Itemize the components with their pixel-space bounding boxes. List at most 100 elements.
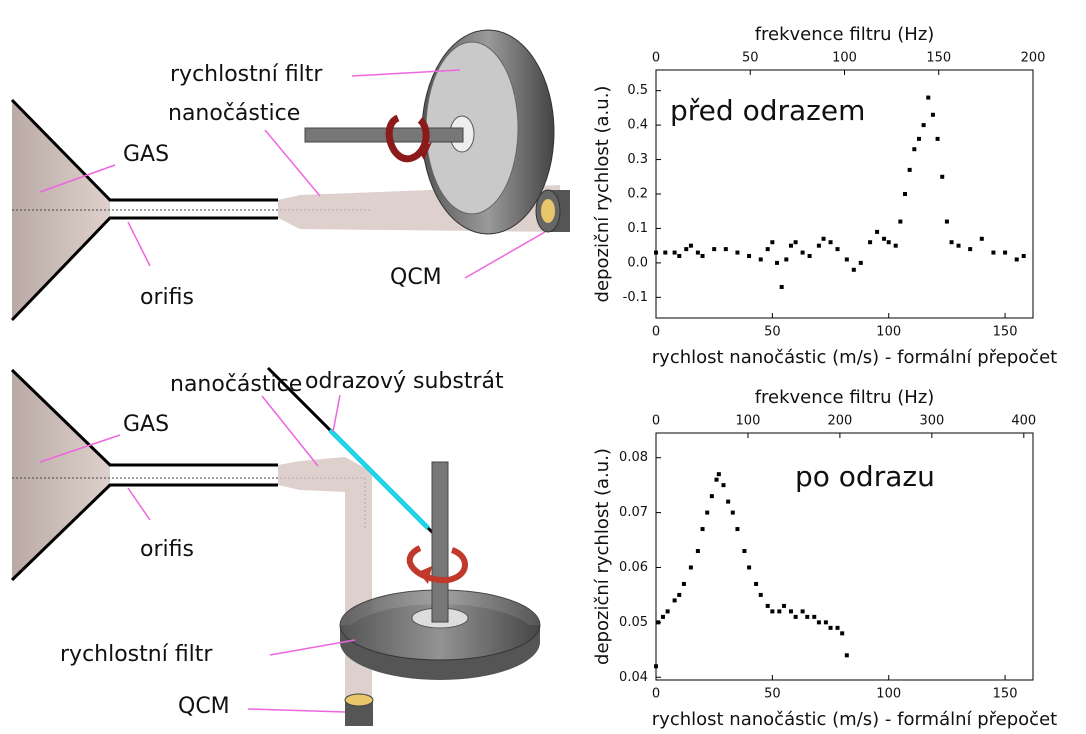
point [816, 243, 821, 248]
point [770, 240, 775, 245]
point [840, 631, 845, 636]
y-tick-label: -0.1 [623, 290, 648, 305]
point [665, 609, 670, 614]
x-tick-label: 0 [652, 325, 660, 340]
point [944, 219, 949, 224]
label: orifis [140, 285, 194, 310]
point [742, 549, 747, 554]
point [979, 236, 984, 241]
y-tick-label: 0.0 [627, 255, 648, 270]
point [816, 620, 821, 625]
x-tick-label: 0 [652, 687, 660, 702]
point [916, 136, 921, 141]
label: GAS [123, 142, 169, 167]
point [903, 192, 908, 196]
point [793, 240, 798, 245]
annotation: před odrazem [670, 94, 865, 127]
x2-tick-label: 400 [1011, 414, 1036, 429]
point [926, 95, 931, 100]
point [949, 240, 954, 245]
point [935, 136, 940, 141]
point [793, 614, 798, 619]
point [770, 609, 775, 614]
point [723, 247, 728, 252]
point [844, 257, 849, 262]
point [823, 620, 828, 625]
point [765, 603, 770, 608]
point [858, 260, 863, 265]
y-tick-label: 0.06 [619, 560, 648, 575]
point [851, 267, 856, 272]
point [684, 247, 689, 252]
y-tick-label: 0.5 [627, 83, 648, 98]
x2-tick-label: 200 [827, 414, 852, 429]
point [781, 603, 786, 608]
point [912, 147, 917, 152]
point [726, 499, 731, 504]
plot-frame [655, 432, 1034, 681]
point [758, 257, 763, 262]
diagram-top: rychlostní filtr nanočástice GAS orifis … [10, 29, 570, 322]
label: rychlostní filtr [60, 642, 213, 667]
y-axis-title: depoziční rychlost (a.u.) [592, 448, 613, 665]
point [844, 653, 849, 658]
point [765, 247, 770, 252]
x2-axis-title: frekvence filtru (Hz) [755, 387, 935, 408]
y-tick-label: 0.04 [619, 670, 648, 685]
point [654, 250, 658, 255]
x-axis-title: rychlost nanočástic (m/s) - formální pře… [652, 709, 1057, 730]
x2-tick-label: 0 [652, 414, 660, 429]
point [940, 174, 945, 179]
point [868, 240, 873, 245]
point [1003, 250, 1008, 255]
y-tick-label: 0.2 [627, 187, 648, 202]
x2-tick-label: 150 [926, 51, 951, 66]
point [716, 472, 721, 477]
point [956, 243, 961, 248]
point [681, 581, 686, 586]
point [677, 592, 682, 597]
point [721, 483, 726, 488]
point [688, 243, 693, 248]
point [700, 527, 705, 532]
annotation: po odrazu [795, 460, 935, 493]
point [747, 254, 752, 258]
point [800, 609, 805, 614]
x-tick-label: 50 [764, 687, 781, 702]
point [754, 581, 759, 586]
point [835, 625, 840, 630]
point [784, 257, 789, 262]
label: QCM [178, 694, 230, 719]
diagram-bottom: nanočástice odrazový substrát GAS orifis… [10, 366, 541, 726]
point [705, 510, 710, 515]
point [747, 565, 752, 570]
point [654, 664, 658, 669]
point [695, 250, 700, 255]
point [663, 250, 668, 255]
point [886, 240, 891, 245]
point [930, 112, 935, 117]
y-tick-label: 0.05 [619, 615, 648, 630]
label: nanočástice [168, 101, 300, 126]
point [812, 614, 817, 619]
point [875, 229, 880, 234]
x-axis-title: rychlost nanočástic (m/s) - formální pře… [652, 347, 1057, 368]
point [779, 285, 784, 289]
x2-tick-label: 100 [832, 51, 857, 66]
y-axis-title: depoziční rychlost (a.u.) [592, 86, 613, 303]
label: orifis [140, 537, 194, 562]
x2-tick-label: 200 [1021, 51, 1046, 66]
point [775, 260, 780, 265]
x-tick-label: 150 [993, 687, 1018, 702]
point [921, 123, 926, 128]
point [821, 236, 826, 241]
point [828, 240, 833, 245]
y-tick-label: 0.1 [627, 221, 648, 236]
label: odrazový substrát [305, 369, 504, 394]
point [712, 247, 717, 252]
point [730, 510, 735, 515]
point [777, 609, 782, 614]
point [1014, 257, 1019, 262]
point [660, 614, 665, 619]
point [893, 243, 898, 248]
